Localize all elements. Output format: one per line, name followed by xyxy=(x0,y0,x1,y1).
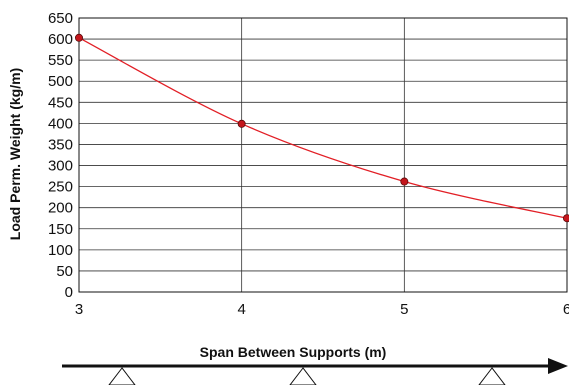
x-tick-label: 4 xyxy=(237,301,245,318)
support-triangle-right xyxy=(478,367,506,385)
beam-diagram: Span Between Supports (m) xyxy=(62,344,568,385)
plot-border xyxy=(78,17,568,293)
data-point xyxy=(75,33,84,42)
y-tick-label: 150 xyxy=(48,221,73,238)
support-triangle-left xyxy=(108,367,136,385)
x-tick-labels: 3 4 5 6 xyxy=(75,301,569,318)
y-tick-label: 650 xyxy=(48,10,73,27)
data-series xyxy=(75,33,569,223)
y-tick-labels: 0 50 100 150 200 250 300 350 400 450 500 550 600 650 xyxy=(48,10,73,301)
y-tick-label: 450 xyxy=(48,94,73,111)
y-tick-label: 200 xyxy=(48,200,73,217)
grid-lines xyxy=(79,18,567,292)
data-point xyxy=(400,177,409,186)
y-tick-label: 400 xyxy=(48,115,73,132)
y-tick-label: 350 xyxy=(48,136,73,153)
data-point xyxy=(563,214,569,223)
y-tick-label: 0 xyxy=(65,284,73,301)
plot-frame xyxy=(78,17,568,293)
y-tick-label: 500 xyxy=(48,73,73,90)
support-triangle-middle xyxy=(289,367,317,385)
y-tick-label: 600 xyxy=(48,31,73,48)
x-tick-label: 5 xyxy=(400,301,408,318)
y-tick-label: 100 xyxy=(48,242,73,259)
data-point xyxy=(237,119,246,128)
y-tick-label: 50 xyxy=(56,263,73,280)
beam-arrowhead xyxy=(548,358,568,374)
x-tick-label: 3 xyxy=(75,301,83,318)
y-tick-label: 250 xyxy=(48,179,73,196)
x-tick-label: 6 xyxy=(563,301,569,318)
y-tick-label: 300 xyxy=(48,158,73,175)
y-tick-label: 550 xyxy=(48,52,73,69)
y-axis-label: Load Perm. Weight (kg/m) xyxy=(7,68,23,240)
x-axis-label: Span Between Supports (m) xyxy=(200,344,387,360)
series-line xyxy=(78,37,568,219)
